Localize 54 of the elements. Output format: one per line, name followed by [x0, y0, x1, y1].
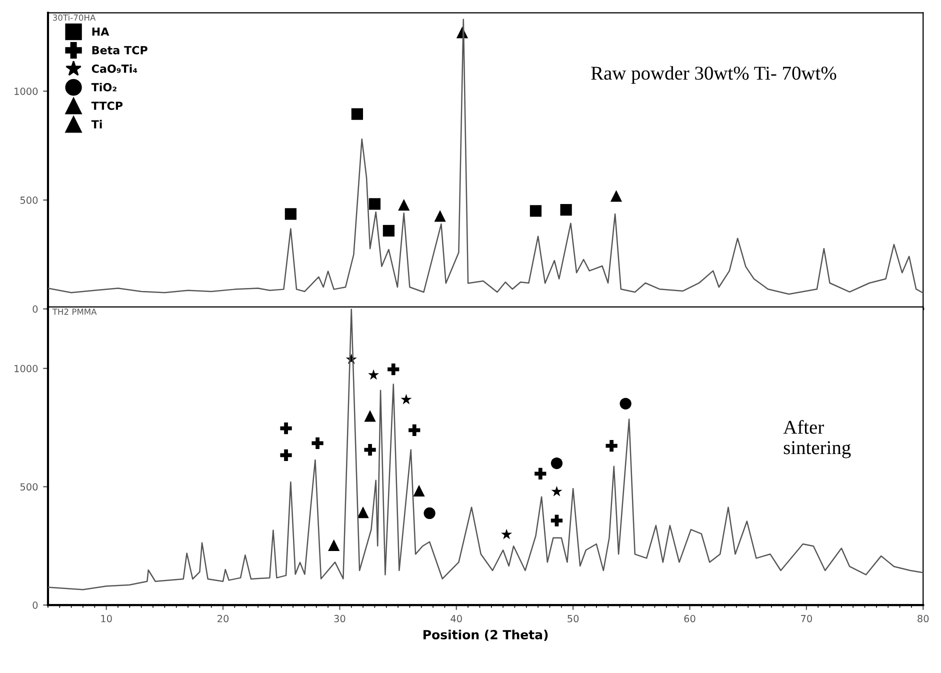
annotation: Raw powder 30wt% Ti- 70wt% — [591, 66, 836, 84]
point — [351, 108, 364, 120]
point — [364, 410, 376, 422]
point — [382, 224, 395, 237]
x-tick-label: 70 — [801, 614, 812, 622]
legend-label: TTCP — [91, 102, 123, 110]
point — [312, 437, 324, 449]
point — [620, 398, 632, 410]
point — [364, 444, 376, 456]
point — [328, 539, 340, 551]
x-tick-label: 60 — [684, 614, 696, 622]
legend-label: HA — [92, 28, 110, 36]
point — [368, 369, 380, 380]
x-tick-label: 50 — [568, 614, 579, 622]
y-tick-label: 500 — [20, 483, 38, 491]
legend-label: Beta TCP — [92, 46, 148, 54]
point — [610, 190, 622, 202]
x-tick-label: 40 — [450, 614, 462, 622]
y-tick-label: 1000 — [14, 364, 38, 372]
point — [501, 528, 512, 540]
point — [284, 208, 297, 220]
point — [400, 394, 412, 404]
point — [434, 210, 446, 222]
x-tick-label: 10 — [101, 614, 112, 622]
legend-label: CaO₉Ti₄ — [92, 64, 138, 73]
point — [368, 198, 381, 210]
point — [534, 468, 546, 480]
point — [551, 486, 562, 496]
y-tick-label: 500 — [20, 196, 38, 204]
x-tick-label: 20 — [218, 614, 229, 622]
x-tick-label: 30 — [334, 614, 346, 622]
chart-title: TH2 PMMA — [52, 308, 97, 315]
chart-title: 30Ti-70HA — [53, 14, 96, 21]
legend-label: TiO₂ — [91, 82, 116, 92]
point — [280, 422, 292, 434]
point — [424, 507, 436, 520]
point — [550, 514, 563, 526]
point — [357, 506, 369, 518]
point — [550, 457, 563, 470]
y-tick-label: 0 — [32, 602, 38, 609]
point — [388, 364, 400, 376]
y-tick-label: 0 — [32, 305, 38, 313]
point — [398, 199, 410, 211]
x-tick-label: 80 — [918, 614, 929, 622]
x-axis-title: Position (2 Theta) — [424, 630, 548, 641]
point — [606, 440, 618, 452]
point — [280, 449, 292, 462]
point — [413, 484, 425, 497]
point — [530, 205, 542, 217]
point — [408, 424, 420, 436]
y-tick-label: 1000 — [14, 88, 38, 96]
point — [560, 204, 572, 216]
annotation: After sintering — [783, 420, 851, 458]
legend-label: Ti — [91, 120, 102, 128]
